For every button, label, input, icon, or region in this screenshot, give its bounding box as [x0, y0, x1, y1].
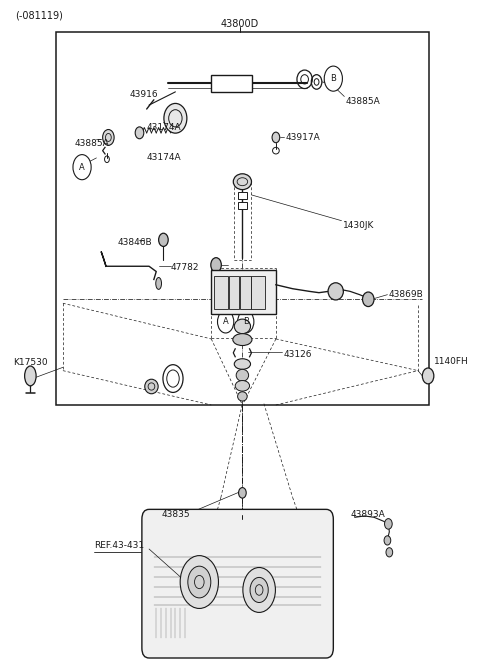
- Bar: [252, 276, 265, 309]
- Ellipse shape: [386, 547, 393, 557]
- Circle shape: [73, 155, 91, 179]
- Text: 43174A: 43174A: [147, 154, 181, 162]
- Text: 1140FH: 1140FH: [434, 357, 468, 366]
- Bar: [214, 276, 228, 309]
- Ellipse shape: [422, 368, 434, 384]
- Ellipse shape: [234, 319, 251, 334]
- Ellipse shape: [239, 488, 246, 498]
- Text: 43800D: 43800D: [221, 19, 259, 30]
- Ellipse shape: [328, 283, 343, 300]
- Ellipse shape: [243, 567, 276, 612]
- Ellipse shape: [236, 369, 249, 381]
- Bar: [238, 192, 247, 199]
- Text: 43885A: 43885A: [345, 97, 380, 106]
- Bar: [211, 269, 276, 314]
- Text: A: A: [79, 163, 85, 171]
- Text: 43846B: 43846B: [118, 238, 153, 247]
- Ellipse shape: [180, 555, 218, 608]
- Ellipse shape: [272, 132, 280, 143]
- Text: B: B: [243, 317, 249, 326]
- Text: 43835: 43835: [161, 510, 190, 519]
- Text: 43126: 43126: [283, 350, 312, 359]
- Ellipse shape: [158, 233, 168, 246]
- Ellipse shape: [250, 577, 268, 602]
- Text: (-081119): (-081119): [15, 10, 63, 21]
- Ellipse shape: [145, 379, 158, 394]
- Ellipse shape: [384, 536, 391, 545]
- Ellipse shape: [135, 127, 144, 139]
- Text: K17530: K17530: [12, 358, 48, 367]
- Circle shape: [217, 310, 234, 333]
- Text: A: A: [223, 317, 228, 326]
- Bar: [228, 276, 239, 309]
- Ellipse shape: [233, 334, 252, 346]
- Ellipse shape: [234, 359, 251, 369]
- Text: B: B: [330, 74, 336, 83]
- Bar: [211, 75, 252, 92]
- Text: REF.43-431: REF.43-431: [94, 541, 144, 549]
- Text: 43885A: 43885A: [75, 139, 109, 148]
- Ellipse shape: [238, 392, 247, 401]
- Text: 43869B: 43869B: [388, 289, 423, 299]
- Circle shape: [238, 310, 254, 333]
- Ellipse shape: [211, 258, 221, 272]
- Text: 47782: 47782: [170, 263, 199, 272]
- Text: 1430JK: 1430JK: [343, 221, 374, 230]
- Text: 43174A: 43174A: [147, 123, 181, 132]
- Text: 43917A: 43917A: [286, 133, 320, 142]
- Ellipse shape: [24, 366, 36, 386]
- Bar: [56, 32, 429, 405]
- Bar: [240, 276, 251, 309]
- Ellipse shape: [188, 566, 211, 598]
- Circle shape: [324, 66, 342, 91]
- Bar: [238, 202, 247, 209]
- Text: 43916: 43916: [130, 90, 158, 99]
- FancyBboxPatch shape: [142, 509, 333, 658]
- Ellipse shape: [362, 292, 374, 307]
- Ellipse shape: [233, 173, 252, 189]
- Ellipse shape: [164, 103, 187, 133]
- Ellipse shape: [235, 381, 250, 391]
- Ellipse shape: [156, 277, 161, 289]
- Ellipse shape: [384, 518, 392, 529]
- Ellipse shape: [103, 130, 114, 146]
- Text: 43893A: 43893A: [350, 510, 385, 519]
